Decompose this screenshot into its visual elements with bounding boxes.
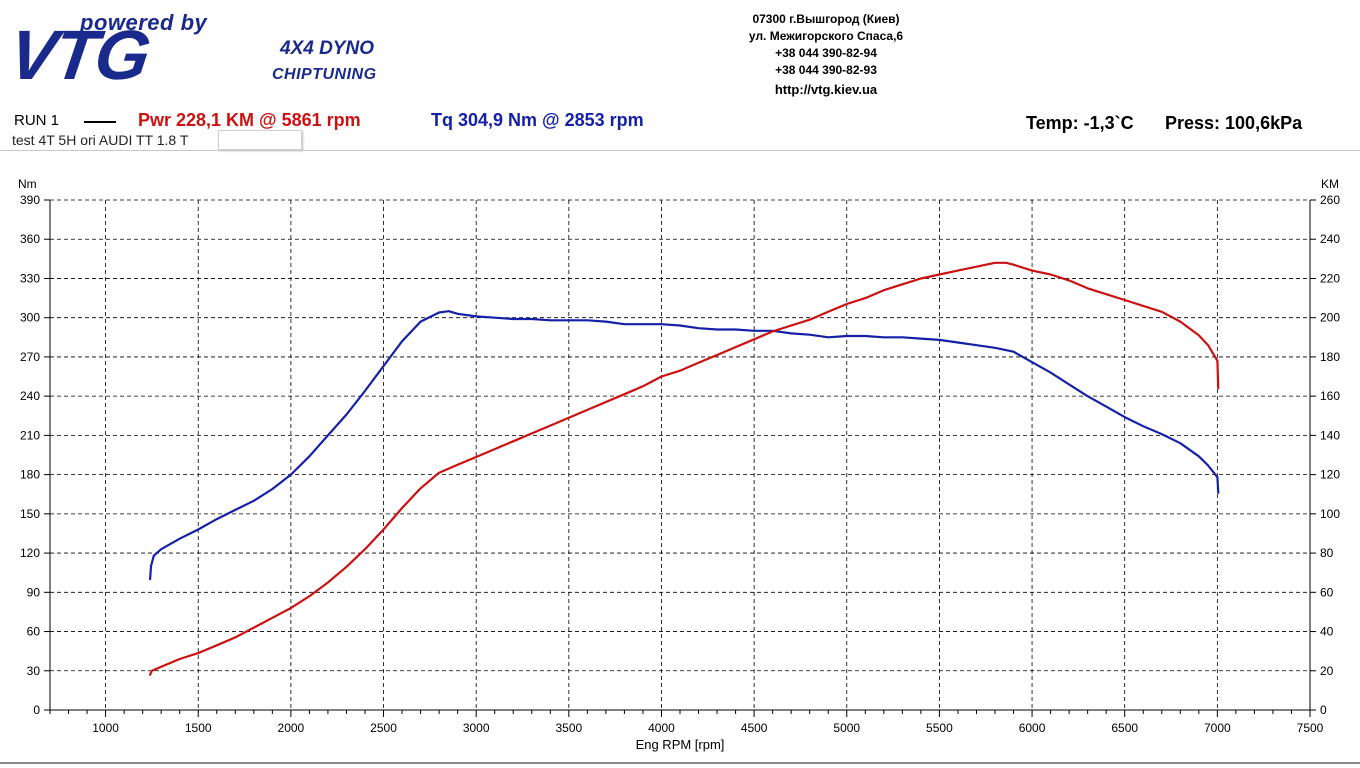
chart-frame [0,150,1360,764]
phone-line-1: +38 044 390-82-94 [775,46,877,60]
x-tick-label: 6000 [1019,721,1046,735]
y-right-tick-label: 160 [1320,389,1340,403]
y-left-tick-label: 240 [20,389,40,403]
y-right-tick-label: 100 [1320,507,1340,521]
test-description: test 4T 5H ori AUDI TT 1.8 T [12,132,189,148]
y-left-tick-label: 300 [20,311,40,325]
power-peak-text: Pwr 228,1 KM @ 5861 rpm [138,110,361,130]
power-curve [149,261,1220,676]
y-left-tick-label: 210 [20,428,40,442]
torque-peak-text: Tq 304,9 Nm @ 2853 rpm [431,110,644,130]
x-tick-label: 6500 [1111,721,1138,735]
x-tick-label: 2500 [370,721,397,735]
run-label: RUN 1 [14,112,60,129]
y-right-tick-label: 180 [1320,350,1340,364]
website-url: http://vtg.kiev.ua [774,82,878,97]
run-legend-line [84,121,116,123]
y-left-tick-label: 150 [20,507,40,521]
y-right-tick-label: 240 [1320,232,1340,246]
y-left-tick-label: 330 [20,271,40,285]
y-right-tick-label: 20 [1320,664,1334,678]
y-left-tick-label: 60 [27,625,41,639]
x-tick-label: 7000 [1204,721,1231,735]
y-left-tick-label: 90 [27,585,41,599]
phone-line-2: +38 044 390-82-93 [775,63,877,77]
x-tick-label: 3000 [463,721,490,735]
y-right-tick-label: 260 [1320,193,1340,207]
x-axis-label: Eng RPM [rpm] [636,737,725,752]
y-axis-right-label: KM [1321,177,1339,191]
temperature-text: Temp: -1,3`C [1026,113,1134,133]
logo-4x4-dyno: 4X4 DYNO [280,38,374,59]
x-tick-label: 5000 [833,721,860,735]
x-tick-label: 5500 [926,721,953,735]
torque-curve [149,310,1220,581]
y-left-tick-label: 0 [33,703,40,717]
axes: 0 30 60 90 120 150 180 210 240 270 300 330 360 390 0 20… [20,193,1340,735]
y-right-tick-label: 60 [1320,585,1334,599]
x-tick-label: 1500 [185,721,212,735]
y-right-tick-label: 0 [1320,703,1327,717]
address-line-2: ул. Межигорского Спаса,6 [748,29,904,43]
y-left-tick-label: 30 [27,664,41,678]
y-left-tick-label: 360 [20,232,40,246]
y-right-tick-label: 220 [1320,271,1340,285]
logo-chiptuning: CHIPTUNING [272,66,377,83]
y-left-tick-label: 120 [20,546,40,560]
address-line-1: 07300 г.Вышгород (Киев) [752,12,900,26]
x-tick-label: 1000 [92,721,119,735]
pressure-text: Press: 100,6kPa [1165,113,1303,133]
redaction-box [218,130,302,150]
y-right-tick-label: 40 [1320,625,1334,639]
y-right-tick-label: 80 [1320,546,1334,560]
x-tick-label: 2000 [278,721,305,735]
y-left-tick-label: 180 [20,468,40,482]
x-tick-label: 7500 [1297,721,1324,735]
y-left-tick-label: 270 [20,350,40,364]
y-right-tick-label: 120 [1320,468,1340,482]
series [149,261,1220,676]
grid [50,199,1311,710]
y-right-tick-label: 140 [1320,428,1340,442]
y-left-tick-label: 390 [20,193,40,207]
x-tick-label: 3500 [555,721,582,735]
x-tick-label: 4500 [741,721,768,735]
x-tick-label: 4000 [648,721,675,735]
logo-powered-by: powered by [80,10,208,35]
y-right-tick-label: 200 [1320,311,1340,325]
y-axis-left-label: Nm [18,177,37,191]
